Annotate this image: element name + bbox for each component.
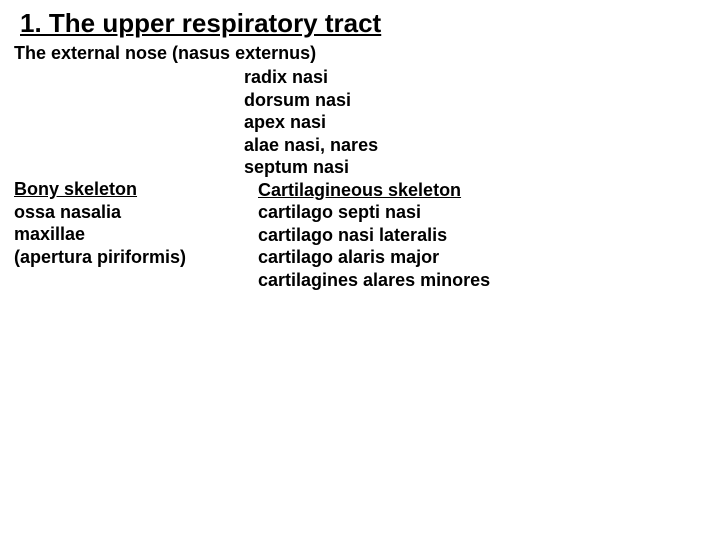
right-item: cartilago septi nasi xyxy=(244,201,706,224)
slide: 1. The upper respiratory tract The exter… xyxy=(0,0,720,540)
right-column: radix nasi dorsum nasi apex nasi alae na… xyxy=(244,66,706,291)
left-spacer xyxy=(14,66,244,178)
left-heading: Bony skeleton xyxy=(14,178,244,201)
right-item: cartilagines alares minores xyxy=(244,269,706,292)
left-item: maxillae xyxy=(14,223,244,246)
center-item: dorsum nasi xyxy=(244,89,706,112)
slide-subtitle: The external nose (nasus externus) xyxy=(14,43,706,64)
center-item: apex nasi xyxy=(244,111,706,134)
slide-title: 1. The upper respiratory tract xyxy=(20,8,706,39)
left-item: (apertura piriformis) xyxy=(14,246,244,269)
center-item: alae nasi, nares xyxy=(244,134,706,157)
center-item: radix nasi xyxy=(244,66,706,89)
left-column: Bony skeleton ossa nasalia maxillae (ape… xyxy=(14,66,244,291)
right-item: cartilago nasi lateralis xyxy=(244,224,706,247)
center-item: septum nasi xyxy=(244,156,706,179)
right-heading: Cartilagineous skeleton xyxy=(244,179,706,202)
left-item: ossa nasalia xyxy=(14,201,244,224)
right-item: cartilago alaris major xyxy=(244,246,706,269)
content-row: Bony skeleton ossa nasalia maxillae (ape… xyxy=(14,66,706,291)
